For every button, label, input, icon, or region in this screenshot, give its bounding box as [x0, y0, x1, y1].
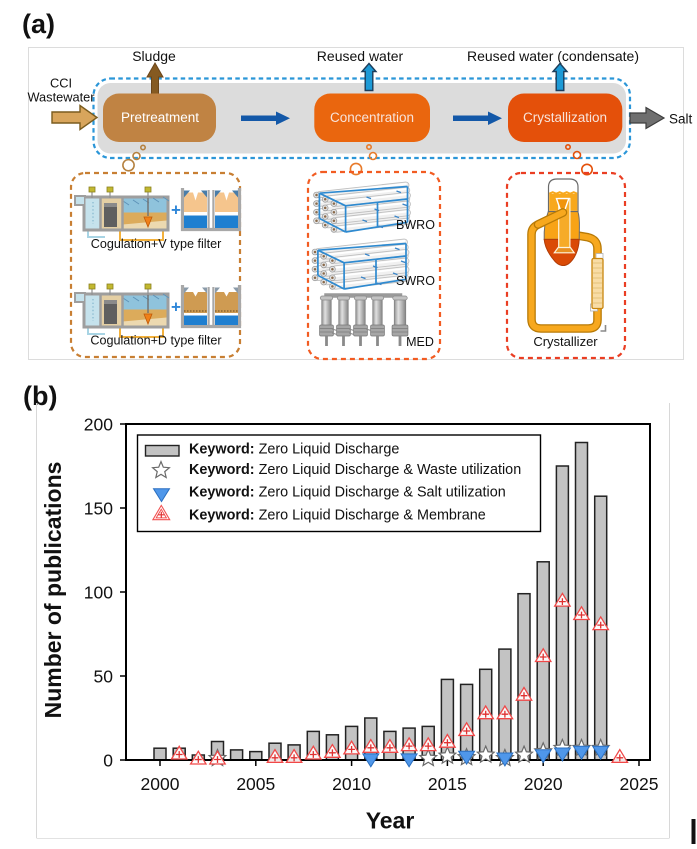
svg-text:50: 50	[94, 666, 114, 686]
svg-text:Cogulation+V type filter: Cogulation+V type filter	[91, 237, 222, 251]
svg-text:Cogulation+D type filter: Cogulation+D type filter	[90, 334, 221, 348]
svg-text:CCI: CCI	[50, 76, 72, 91]
svg-text:Year: Year	[366, 808, 415, 834]
svg-text:Concentration: Concentration	[330, 110, 414, 125]
svg-text:2025: 2025	[620, 774, 659, 794]
svg-text:Keyword: Zero Liquid Discharge: Keyword: Zero Liquid Discharge	[189, 442, 399, 458]
svg-text:Sludge: Sludge	[132, 48, 176, 64]
svg-text:Crystallizer: Crystallizer	[533, 334, 598, 349]
svg-text:Salt: Salt	[669, 112, 693, 127]
svg-text:200: 200	[84, 414, 113, 434]
svg-text:SWRO: SWRO	[396, 274, 435, 288]
svg-text:(b): (b)	[23, 381, 57, 411]
svg-text:Reused water (condensate): Reused water (condensate)	[467, 48, 639, 64]
svg-text:(a): (a)	[22, 9, 55, 39]
svg-text:Number of publications: Number of publications	[40, 462, 66, 719]
svg-text:Wastewater: Wastewater	[27, 90, 95, 105]
svg-text:+: +	[171, 201, 181, 220]
svg-text:BWRO: BWRO	[396, 218, 435, 232]
svg-text:+: +	[171, 298, 181, 317]
svg-text:Keyword: Zero Liquid Discharge: Keyword: Zero Liquid Discharge & Membran…	[189, 508, 486, 524]
svg-text:Crystallization: Crystallization	[523, 110, 607, 125]
svg-text:100: 100	[84, 582, 113, 602]
svg-text:0: 0	[103, 750, 113, 770]
svg-text:Reused water: Reused water	[317, 48, 404, 64]
svg-text:2000: 2000	[141, 774, 180, 794]
svg-text:Keyword: Zero Liquid Discharge: Keyword: Zero Liquid Discharge & Salt ut…	[189, 485, 506, 501]
svg-text:2010: 2010	[332, 774, 371, 794]
svg-text:2020: 2020	[524, 774, 563, 794]
svg-text:2015: 2015	[428, 774, 467, 794]
svg-text:2005: 2005	[236, 774, 275, 794]
svg-text:150: 150	[84, 498, 113, 518]
svg-text:Keyword: Zero Liquid Discharge: Keyword: Zero Liquid Discharge & Waste u…	[189, 462, 521, 478]
svg-text:MED: MED	[406, 335, 434, 349]
svg-text:Pretreatment: Pretreatment	[121, 110, 199, 125]
